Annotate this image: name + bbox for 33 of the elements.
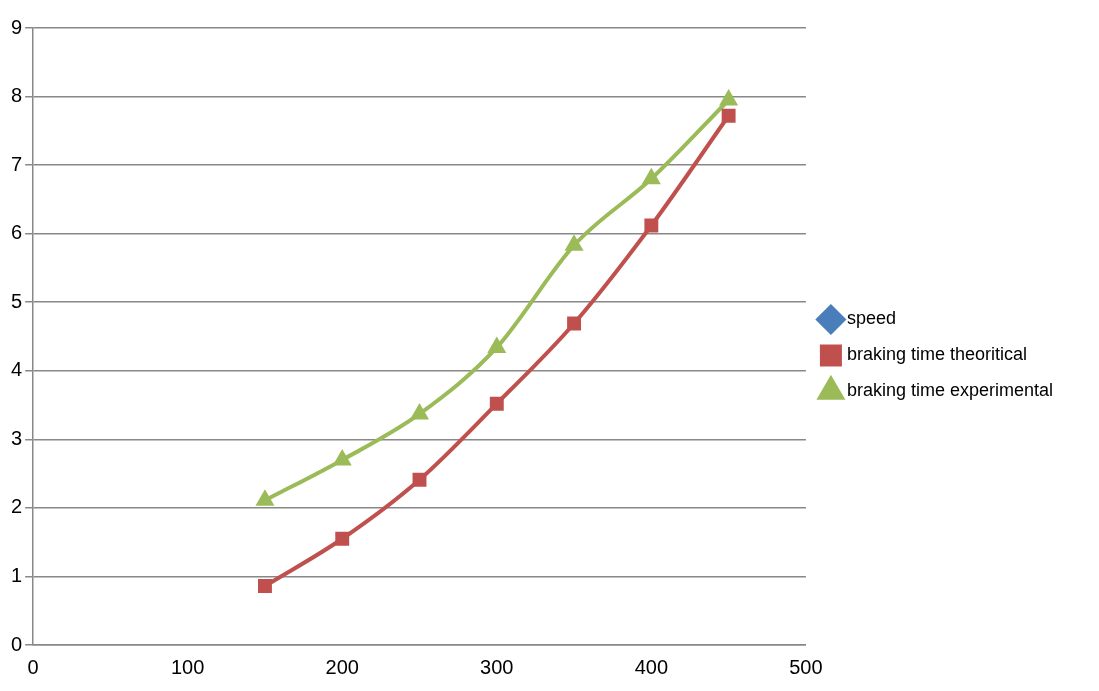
y-tick-label: 5 — [11, 289, 23, 312]
point — [488, 338, 505, 353]
point — [335, 531, 350, 546]
point — [256, 491, 274, 506]
point — [642, 167, 661, 185]
point — [334, 450, 351, 466]
legend-label: speed — [846, 308, 896, 329]
y-tick-label: 9 — [11, 15, 23, 38]
x-tick-label: 300 — [480, 655, 514, 678]
point — [644, 218, 659, 233]
x-tick-label: 200 — [325, 655, 359, 678]
y-tick-label: 4 — [11, 358, 23, 381]
point — [720, 90, 737, 106]
y-tick-label: 8 — [11, 84, 23, 107]
point — [412, 472, 427, 487]
x-tick-label: 0 — [27, 655, 39, 678]
legend-label: braking time experimental — [846, 380, 1054, 401]
point — [567, 316, 582, 331]
point — [411, 404, 428, 420]
x-tick-label: 100 — [170, 655, 205, 678]
point — [566, 236, 583, 251]
point — [258, 579, 272, 593]
y-tick-label: 7 — [11, 152, 23, 175]
x-tick-label: 400 — [634, 655, 669, 678]
y-tick-label: 1 — [11, 563, 23, 586]
y-tick-label: 6 — [11, 221, 23, 244]
y-tick-label: 2 — [11, 495, 23, 518]
point — [489, 396, 504, 411]
legend-label: braking time theoritical — [846, 344, 1027, 365]
y-tick-label: 3 — [11, 426, 23, 449]
x-tick-label: 500 — [789, 655, 823, 678]
y-tick-label: 0 — [11, 632, 23, 655]
point — [721, 108, 736, 123]
